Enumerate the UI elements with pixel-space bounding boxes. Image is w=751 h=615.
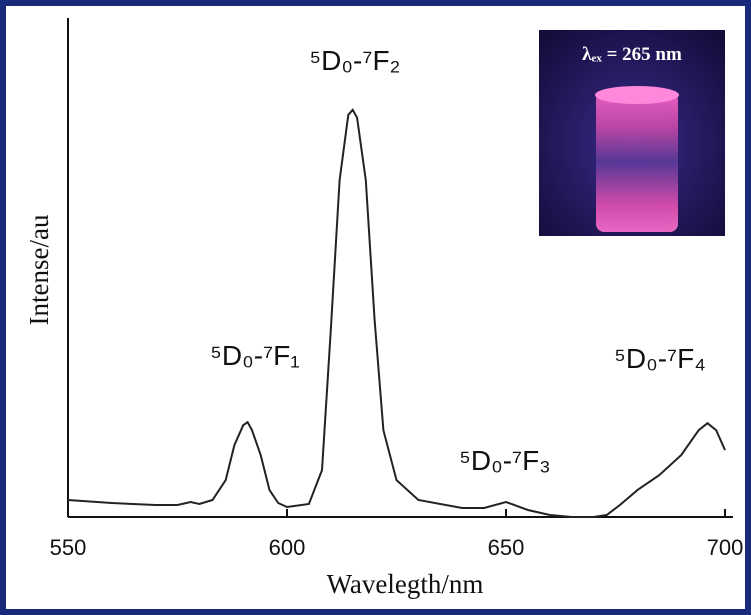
x-axis-label: Wavelegth/nm — [327, 569, 484, 599]
peak-annotation: ⁵D₀-⁷F₄ — [614, 343, 705, 374]
peak-annotation: ⁵D₀-⁷F₁ — [210, 340, 299, 371]
y-axis-label: Intense/au — [24, 214, 54, 325]
inset-label: λₑₓ = 265 nm — [582, 44, 682, 65]
inset-photo: λₑₓ = 265 nm — [539, 30, 725, 236]
spectrum-line — [67, 108, 726, 518]
peak-annotation: ⁵D₀-⁷F₃ — [459, 445, 550, 476]
x-tick-label: 600 — [269, 535, 306, 560]
x-tick-label: 650 — [488, 535, 525, 560]
x-tick-label: 700 — [707, 535, 744, 560]
peak-annotation: ⁵D₀-⁷F₂ — [310, 45, 401, 76]
x-tick-label: 550 — [50, 535, 87, 560]
